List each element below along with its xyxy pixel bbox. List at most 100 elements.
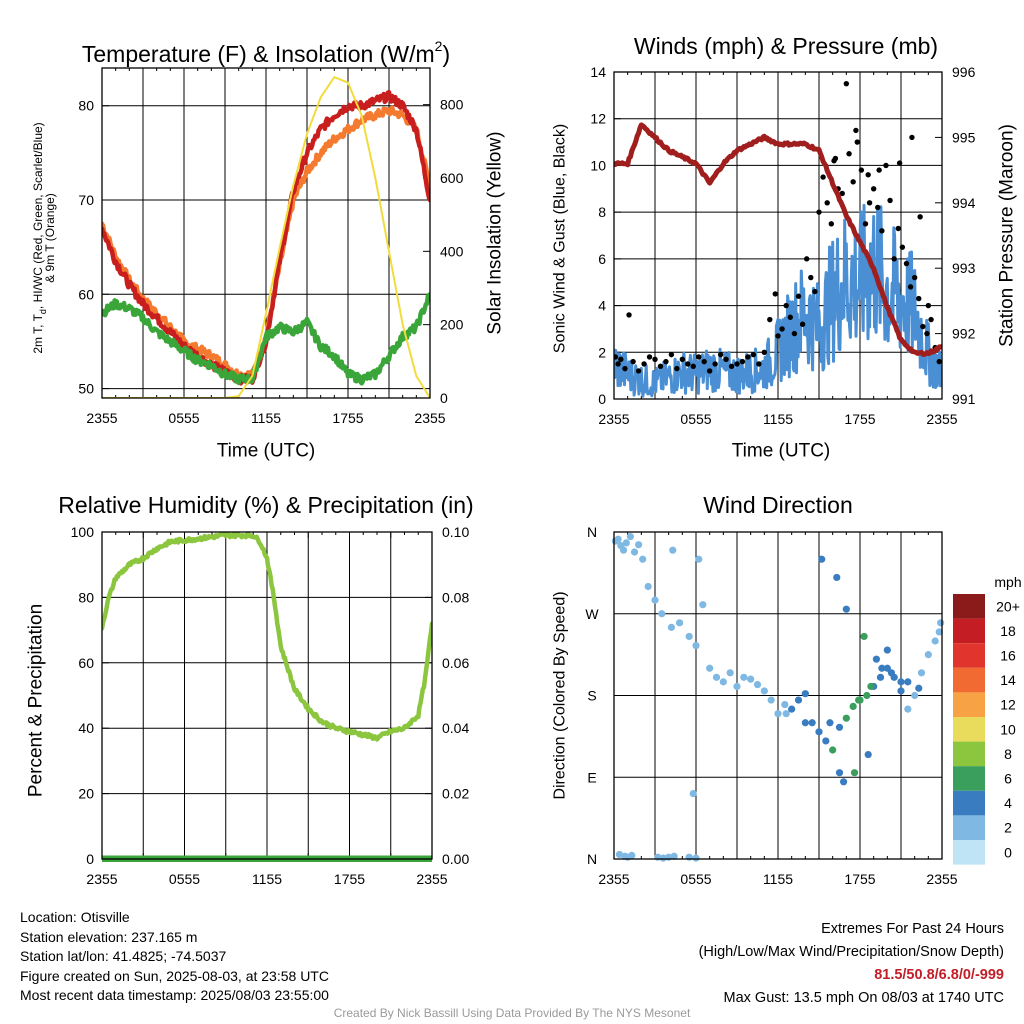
gust-point: [635, 368, 642, 374]
y-tick-label: S: [587, 688, 596, 704]
gust-point: [804, 256, 810, 262]
gust-point: [828, 221, 834, 227]
gust-point: [832, 155, 839, 162]
gust-point: [706, 368, 713, 374]
y-tick-label: 40: [78, 720, 94, 736]
direction-point: [904, 705, 912, 713]
chart-title: Relative Humidity (%) & Precipitation (i…: [58, 492, 473, 518]
y-tick-label: 80: [78, 98, 94, 114]
x-tick-label: 1755: [332, 410, 363, 426]
x-tick-label: 2355: [86, 871, 117, 887]
gust-point: [925, 302, 932, 309]
direction-point: [740, 673, 748, 681]
chart-title: Temperature (F) & Insolation (W/m2): [82, 38, 450, 67]
humidity-line: [102, 531, 432, 742]
direction-point: [911, 691, 919, 700]
direction-point: [931, 637, 939, 645]
x-tick-label: 1755: [844, 871, 875, 887]
gust-point: [862, 221, 869, 227]
gust-point: [614, 354, 619, 360]
gust-point: [850, 179, 856, 185]
y-tick-label-right: 994: [952, 195, 976, 211]
direction-point: [935, 628, 943, 636]
direction-point: [670, 852, 678, 860]
gust-point: [728, 363, 735, 369]
y-tick-label-right: 0.06: [442, 655, 469, 671]
direction-point: [815, 728, 823, 736]
x-axis-label: Time (UTC): [217, 441, 316, 462]
extremes-legend: (High/Low/Max Wind/Precipitation/Snow De…: [698, 944, 1004, 960]
y-axis-label-right: Station Pressure (Maroon): [997, 124, 1018, 347]
direction-point: [904, 678, 912, 686]
direction-point: [878, 664, 886, 672]
x-tick-label: 0555: [680, 871, 711, 887]
y-tick-label: 0: [598, 391, 606, 407]
legend-swatch: [953, 667, 985, 693]
x-tick-label: 0555: [680, 411, 711, 427]
gust-point: [717, 351, 724, 358]
legend-swatch: [953, 741, 985, 767]
direction-points: [611, 532, 945, 862]
legend-label: 10: [1000, 721, 1016, 737]
gust-point: [824, 200, 830, 206]
gust-point: [775, 333, 781, 339]
legend-label: 0: [1004, 844, 1012, 860]
station-latlon: Station lat/lon: 41.4825; -74.5037: [20, 948, 227, 964]
direction-point: [863, 691, 871, 700]
legend-label: 6: [1004, 771, 1012, 787]
direction-point: [937, 619, 945, 627]
y-tick-label-right: 200: [440, 317, 464, 333]
legend-swatch: [953, 840, 985, 865]
gust-point: [917, 214, 923, 220]
direction-point: [658, 610, 666, 618]
y-tick-label: 6: [598, 251, 606, 267]
gust-point: [854, 139, 860, 145]
y-tick-label-right: 993: [952, 260, 976, 276]
direction-point: [860, 632, 868, 641]
legend-label: 8: [1004, 746, 1012, 762]
direction-point: [726, 669, 734, 677]
y-tick-label: 8: [598, 204, 606, 220]
y-tick-label: 0: [86, 851, 94, 867]
y-tick-label-right: 600: [440, 170, 464, 186]
direction-point: [826, 719, 834, 727]
direction-point: [794, 696, 803, 704]
legend-label: 20+: [996, 598, 1020, 614]
direction-point: [689, 790, 697, 798]
credit-line: Created By Nick Bassill Using Data Provi…: [333, 1006, 691, 1020]
gust-point: [745, 354, 751, 360]
gust-point: [641, 361, 647, 367]
direction-point: [872, 655, 881, 663]
grid: [142, 68, 390, 398]
direction-point: [676, 619, 684, 627]
y-axis-label-left: Percent & Precipitation: [26, 604, 47, 797]
y-axis-label-right: Solar Insolation (Yellow): [485, 131, 506, 334]
gust-point: [761, 349, 768, 355]
x-tick-label: 2355: [598, 411, 629, 427]
y-tick-label-right: 996: [952, 64, 976, 80]
gust-point: [615, 361, 621, 367]
direction-point: [692, 641, 700, 650]
direction-point: [622, 539, 630, 547]
gust-point: [772, 291, 778, 297]
gust-point: [924, 330, 930, 337]
gust-point: [679, 356, 686, 362]
gust-point: [734, 361, 740, 367]
direction-point: [619, 546, 628, 554]
x-tick-label: 2355: [598, 871, 629, 887]
sonic-wind-line: [614, 203, 942, 398]
gust-point: [816, 209, 822, 215]
direction-point: [897, 687, 905, 695]
direction-point: [639, 555, 647, 563]
x-tick-label: 0555: [169, 871, 200, 887]
y-tick-label: 4: [598, 298, 606, 314]
direction-point: [644, 582, 652, 591]
direction-point: [788, 705, 796, 713]
gust-point: [808, 274, 814, 281]
gust-point: [723, 356, 729, 362]
x-tick-label: 2355: [416, 871, 447, 887]
x-tick-label: 1155: [763, 871, 793, 887]
x-tick-label: 1155: [252, 871, 282, 887]
